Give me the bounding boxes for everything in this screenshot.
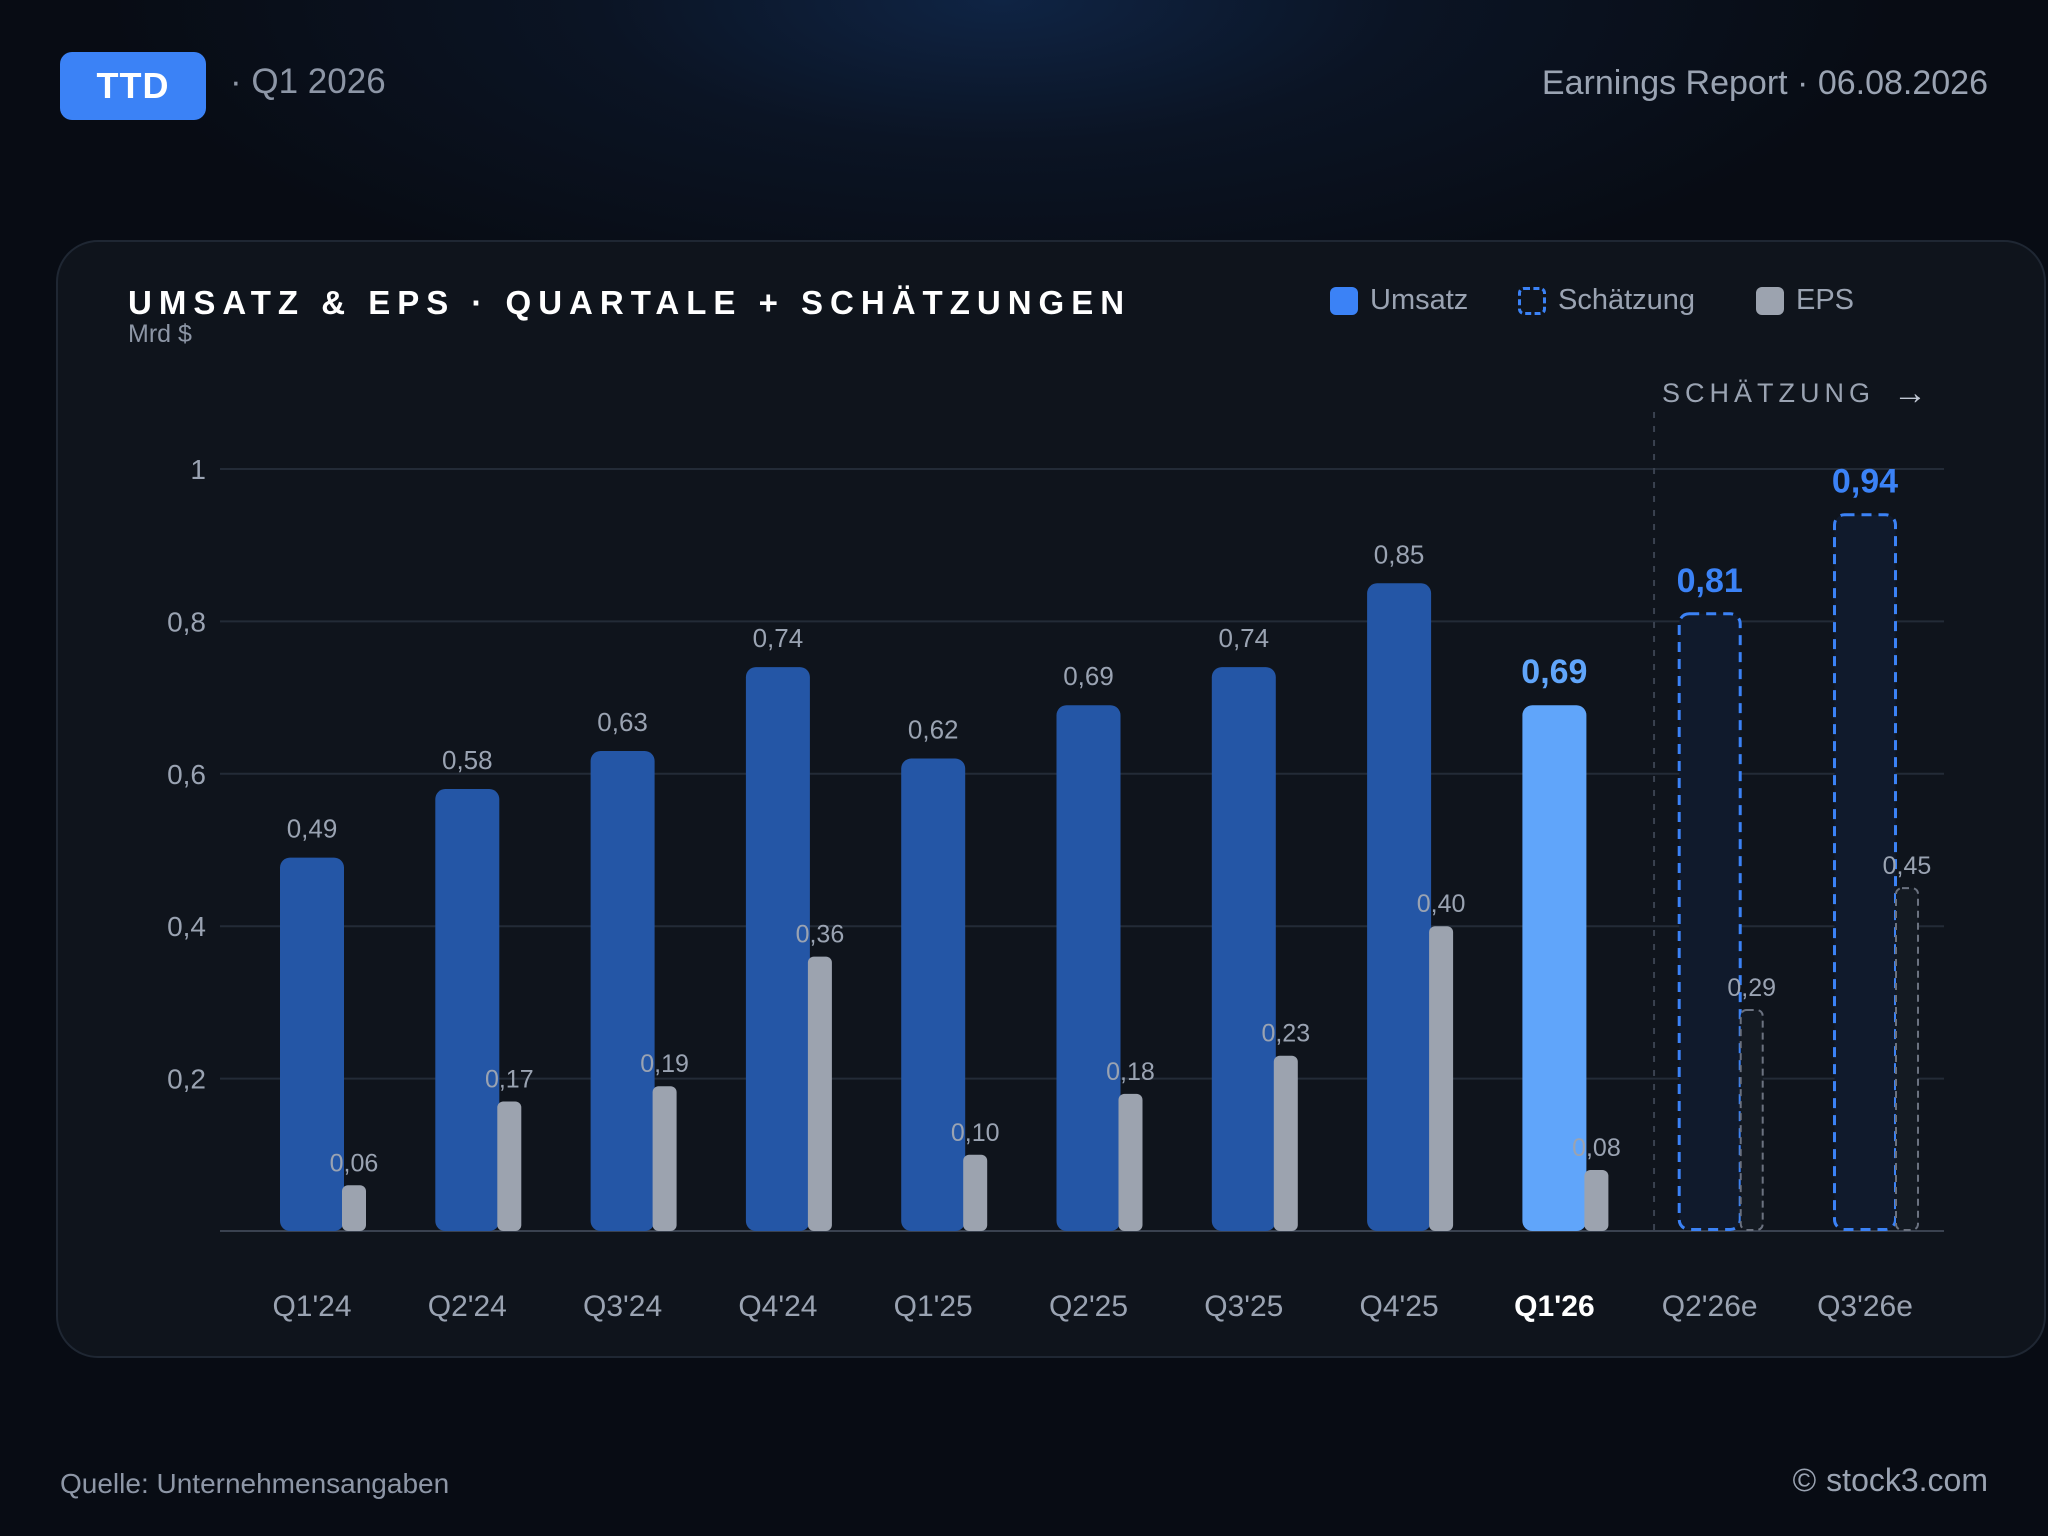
eps-value-label: 0,19 [640, 1050, 689, 1078]
bar-eps [497, 1101, 522, 1231]
revenue-value-label: 0,94 [1832, 463, 1898, 501]
revenue-value-label: 0,62 [908, 715, 959, 745]
revenue-value-label: 0,74 [1218, 623, 1269, 653]
brand-name: stock3.com [1826, 1462, 1988, 1498]
chart-unit: Mrd $ [128, 320, 192, 348]
x-tick-label: Q3'25 [1204, 1290, 1283, 1323]
legend-item-estimate: Schätzung [1518, 284, 1695, 317]
revenue-value-label: 0,69 [1063, 661, 1114, 691]
bar-revenue [745, 667, 810, 1231]
source-note: Quelle: Unternehmensangaben [60, 1468, 450, 1499]
estimate-marker-label: SCHÄTZUNG [1662, 378, 1875, 408]
y-tick-label: 0,4 [167, 911, 206, 942]
legend-item-revenue: Umsatz [1330, 284, 1468, 317]
legend-item-eps: EPS [1756, 284, 1854, 317]
arrow-right-icon: → [1893, 374, 1927, 412]
eps-value-label: 0,06 [330, 1149, 379, 1177]
x-tick-label: Q1'26 [1514, 1290, 1595, 1323]
revenue-value-label: 0,69 [1521, 653, 1587, 691]
legend-label-eps: EPS [1796, 284, 1855, 316]
revenue-value-label: 0,81 [1677, 562, 1743, 600]
period-label: · Q1 2026 [230, 62, 386, 101]
x-tick-label: Q1'25 [894, 1290, 973, 1323]
ticker-badge: TTD [60, 52, 206, 120]
bar-revenue [901, 758, 966, 1231]
x-tick-label: Q3'26e [1817, 1290, 1913, 1323]
legend-label-revenue: Umsatz [1370, 284, 1469, 316]
x-tick-label: Q4'24 [738, 1290, 817, 1323]
x-tick-label: Q3'24 [583, 1290, 662, 1323]
bar-eps [342, 1185, 366, 1231]
revenue-value-label: 0,58 [442, 745, 493, 775]
bar-eps-estimate [1895, 887, 1919, 1231]
legend-swatch-estimate [1518, 286, 1546, 315]
bar-eps-estimate [1739, 1009, 1764, 1232]
y-tick-label: 1 [190, 454, 206, 485]
report-date: Earnings Report · 06.08.2026 [1541, 64, 1988, 102]
bar-revenue [590, 750, 655, 1231]
eps-value-label: 0,45 [1883, 852, 1932, 880]
bar-revenue [1211, 667, 1276, 1231]
bar-revenue [435, 789, 500, 1231]
y-tick-label: 0,2 [167, 1064, 206, 1095]
y-tick-label: 0,8 [167, 606, 206, 637]
revenue-value-label: 0,74 [753, 623, 804, 653]
x-tick-label: Q2'24 [428, 1290, 507, 1323]
bar-eps [1584, 1170, 1609, 1231]
x-tick-label: Q2'26e [1662, 1290, 1758, 1323]
bar-eps [652, 1086, 677, 1231]
bar-revenue-estimate [1833, 513, 1897, 1231]
eps-value-label: 0,18 [1106, 1058, 1155, 1086]
bar-revenue [1056, 705, 1121, 1231]
x-tick-label: Q1'24 [272, 1290, 351, 1323]
bar-revenue-estimate [1677, 612, 1742, 1231]
eps-value-label: 0,10 [951, 1119, 1000, 1147]
x-tick-label: Q2'25 [1049, 1290, 1128, 1323]
bar-revenue-current [1522, 705, 1587, 1231]
eps-value-label: 0,08 [1572, 1134, 1621, 1162]
bar-eps [1118, 1093, 1143, 1231]
x-tick-label: Q4'25 [1360, 1290, 1439, 1323]
bar-eps [1273, 1055, 1298, 1231]
bar-eps [807, 956, 832, 1231]
legend-swatch-revenue [1330, 286, 1358, 315]
bar-eps [963, 1154, 988, 1231]
legend-label-estimate: Schätzung [1558, 284, 1696, 316]
revenue-value-label: 0,49 [287, 814, 338, 844]
chart-plot: 0,20,40,60,810,490,06Q1'240,580,17Q2'240… [167, 412, 1944, 1323]
revenue-value-label: 0,63 [597, 707, 648, 737]
eps-value-label: 0,40 [1417, 890, 1466, 918]
eps-value-label: 0,23 [1261, 1020, 1310, 1048]
revenue-value-label: 0,85 [1374, 539, 1425, 569]
eps-value-label: 0,29 [1727, 974, 1776, 1002]
bar-revenue [280, 857, 344, 1231]
eps-value-label: 0,36 [796, 921, 845, 949]
y-tick-label: 0,6 [167, 759, 206, 790]
eps-value-label: 0,17 [485, 1065, 534, 1093]
bar-eps [1429, 926, 1454, 1231]
legend-swatch-eps [1756, 286, 1784, 315]
copyright-icon: © [1792, 1462, 1817, 1498]
bar-revenue [1367, 583, 1432, 1231]
brand-credit: © stock3.com [1793, 1462, 1988, 1499]
estimate-marker: SCHÄTZUNG → [1662, 374, 1927, 413]
chart-title: UMSATZ & EPS · QUARTALE + SCHÄTZUNGEN [128, 284, 1132, 321]
